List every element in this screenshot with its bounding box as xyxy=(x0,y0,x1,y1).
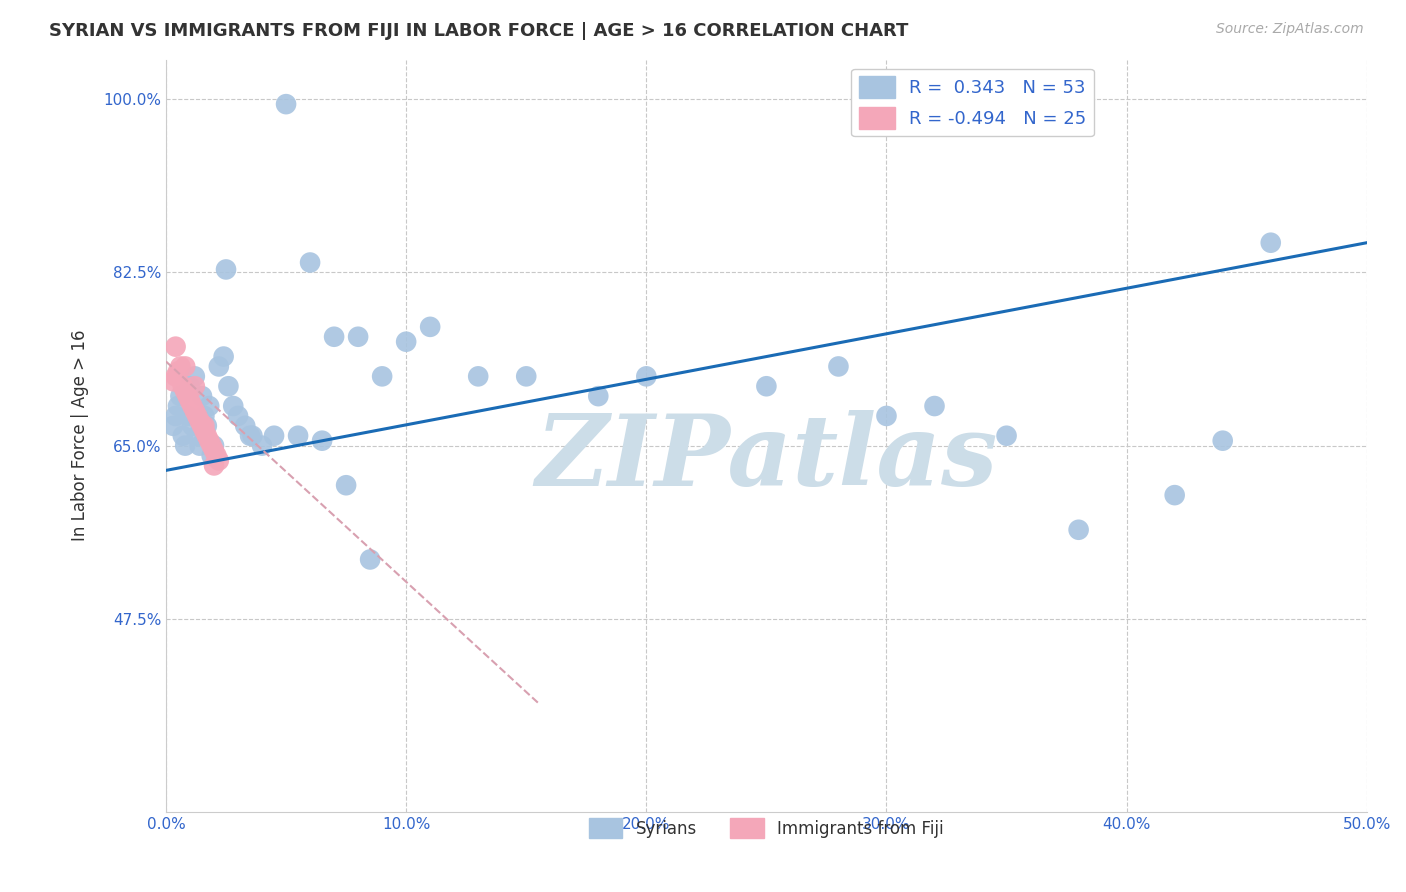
Point xyxy=(215,262,238,277)
Point xyxy=(217,379,239,393)
Point xyxy=(202,439,225,453)
Point xyxy=(299,255,322,269)
Point xyxy=(172,379,194,393)
Point xyxy=(176,389,198,403)
Point xyxy=(174,439,197,453)
Point xyxy=(193,418,215,433)
Point xyxy=(193,424,215,438)
Point xyxy=(195,428,218,442)
Point xyxy=(1163,488,1185,502)
Point xyxy=(169,359,191,374)
Point xyxy=(371,369,394,384)
Point xyxy=(755,379,778,393)
Point xyxy=(201,439,224,453)
Point xyxy=(311,434,333,448)
Point xyxy=(335,478,357,492)
Point xyxy=(179,379,201,393)
Point xyxy=(924,399,946,413)
Point xyxy=(174,384,197,399)
Point xyxy=(167,399,190,413)
Point xyxy=(162,418,184,433)
Point xyxy=(202,458,225,473)
Point xyxy=(323,330,346,344)
Point xyxy=(179,394,201,409)
Text: SYRIAN VS IMMIGRANTS FROM FIJI IN LABOR FORCE | AGE > 16 CORRELATION CHART: SYRIAN VS IMMIGRANTS FROM FIJI IN LABOR … xyxy=(49,22,908,40)
Point xyxy=(205,449,228,463)
Point xyxy=(1212,434,1234,448)
Point xyxy=(188,414,211,428)
Point xyxy=(636,369,658,384)
Point xyxy=(188,439,211,453)
Y-axis label: In Labor Force | Age > 16: In Labor Force | Age > 16 xyxy=(72,330,89,541)
Point xyxy=(186,409,208,423)
Point xyxy=(226,409,249,423)
Point xyxy=(165,409,187,423)
Point xyxy=(419,319,441,334)
Point xyxy=(250,439,273,453)
Point xyxy=(588,389,610,403)
Point xyxy=(395,334,418,349)
Point xyxy=(191,418,214,433)
Point xyxy=(263,428,285,442)
Point xyxy=(995,428,1018,442)
Point xyxy=(184,369,207,384)
Point xyxy=(191,389,214,403)
Point xyxy=(876,409,898,423)
Point xyxy=(515,369,537,384)
Point xyxy=(274,97,297,112)
Point xyxy=(181,418,204,433)
Point xyxy=(287,428,309,442)
Point xyxy=(222,399,245,413)
Point xyxy=(233,418,256,433)
Point xyxy=(169,389,191,403)
Point xyxy=(208,359,231,374)
Point xyxy=(202,443,225,458)
Point xyxy=(193,409,215,423)
Point xyxy=(198,399,221,413)
Point xyxy=(167,364,190,378)
Point xyxy=(198,434,221,448)
Point xyxy=(212,350,235,364)
Text: Source: ZipAtlas.com: Source: ZipAtlas.com xyxy=(1216,22,1364,37)
Point xyxy=(165,340,187,354)
Point xyxy=(359,552,381,566)
Point xyxy=(208,453,231,467)
Point xyxy=(184,379,207,393)
Point xyxy=(172,428,194,442)
Point xyxy=(181,399,204,413)
Point xyxy=(174,359,197,374)
Point xyxy=(242,428,264,442)
Point xyxy=(1260,235,1282,250)
Point xyxy=(347,330,370,344)
Point xyxy=(239,428,262,442)
Point xyxy=(1067,523,1090,537)
Legend: Syrians, Immigrants from Fiji: Syrians, Immigrants from Fiji xyxy=(582,811,950,845)
Point xyxy=(165,369,187,384)
Point xyxy=(195,418,218,433)
Point xyxy=(186,428,208,442)
Point xyxy=(184,404,207,418)
Point xyxy=(827,359,849,374)
Text: ZIPatlas: ZIPatlas xyxy=(536,410,998,507)
Point xyxy=(176,409,198,423)
Point xyxy=(467,369,489,384)
Point xyxy=(162,374,184,388)
Point xyxy=(201,449,224,463)
